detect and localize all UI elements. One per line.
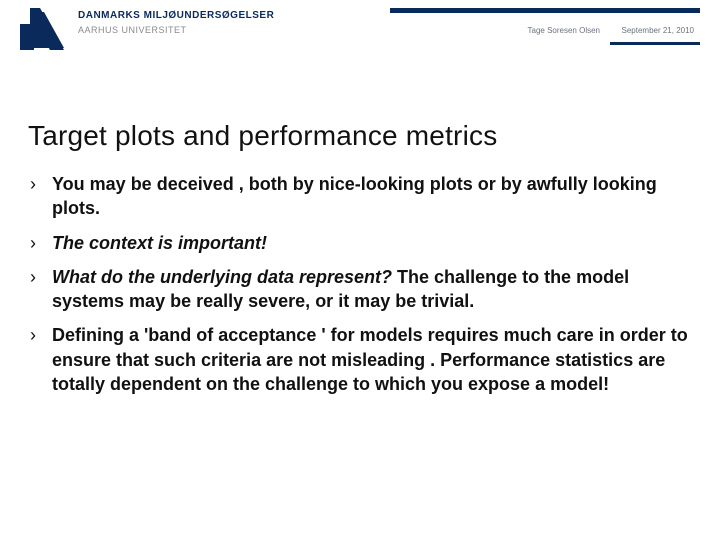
bullet-item: You may be deceived , both by nice-looki… [28,172,692,221]
bullet-item: Defining a 'band of acceptance ' for mod… [28,323,692,396]
slide-date: September 21, 2010 [622,26,695,35]
header-bar-bottom [610,42,700,45]
header-bar-top [390,8,700,13]
institution-block: DANMARKS MILJØUNDERSØGELSER AARHUS UNIVE… [78,10,274,35]
bullet-text: The context is important! [52,233,267,253]
slide-title: Target plots and performance metrics [28,120,692,152]
bullet-item: The context is important! [28,231,692,255]
bullet-text: What do the underlying data represent? [52,267,397,287]
slide-content: Target plots and performance metrics You… [0,60,720,396]
institution-secondary: AARHUS UNIVERSITET [78,25,274,35]
bullet-text: Defining a 'band of acceptance ' for mod… [52,325,688,394]
bullet-list: You may be deceived , both by nice-looki… [28,172,692,396]
university-logo [20,6,64,50]
presenter-name: Tage Soresen Olsen [528,26,601,35]
bullet-text: You may be deceived , both by nice-looki… [52,174,657,218]
bullet-item: What do the underlying data represent? T… [28,265,692,314]
institution-primary: DANMARKS MILJØUNDERSØGELSER [78,10,274,21]
slide-header: DANMARKS MILJØUNDERSØGELSER AARHUS UNIVE… [0,0,720,60]
